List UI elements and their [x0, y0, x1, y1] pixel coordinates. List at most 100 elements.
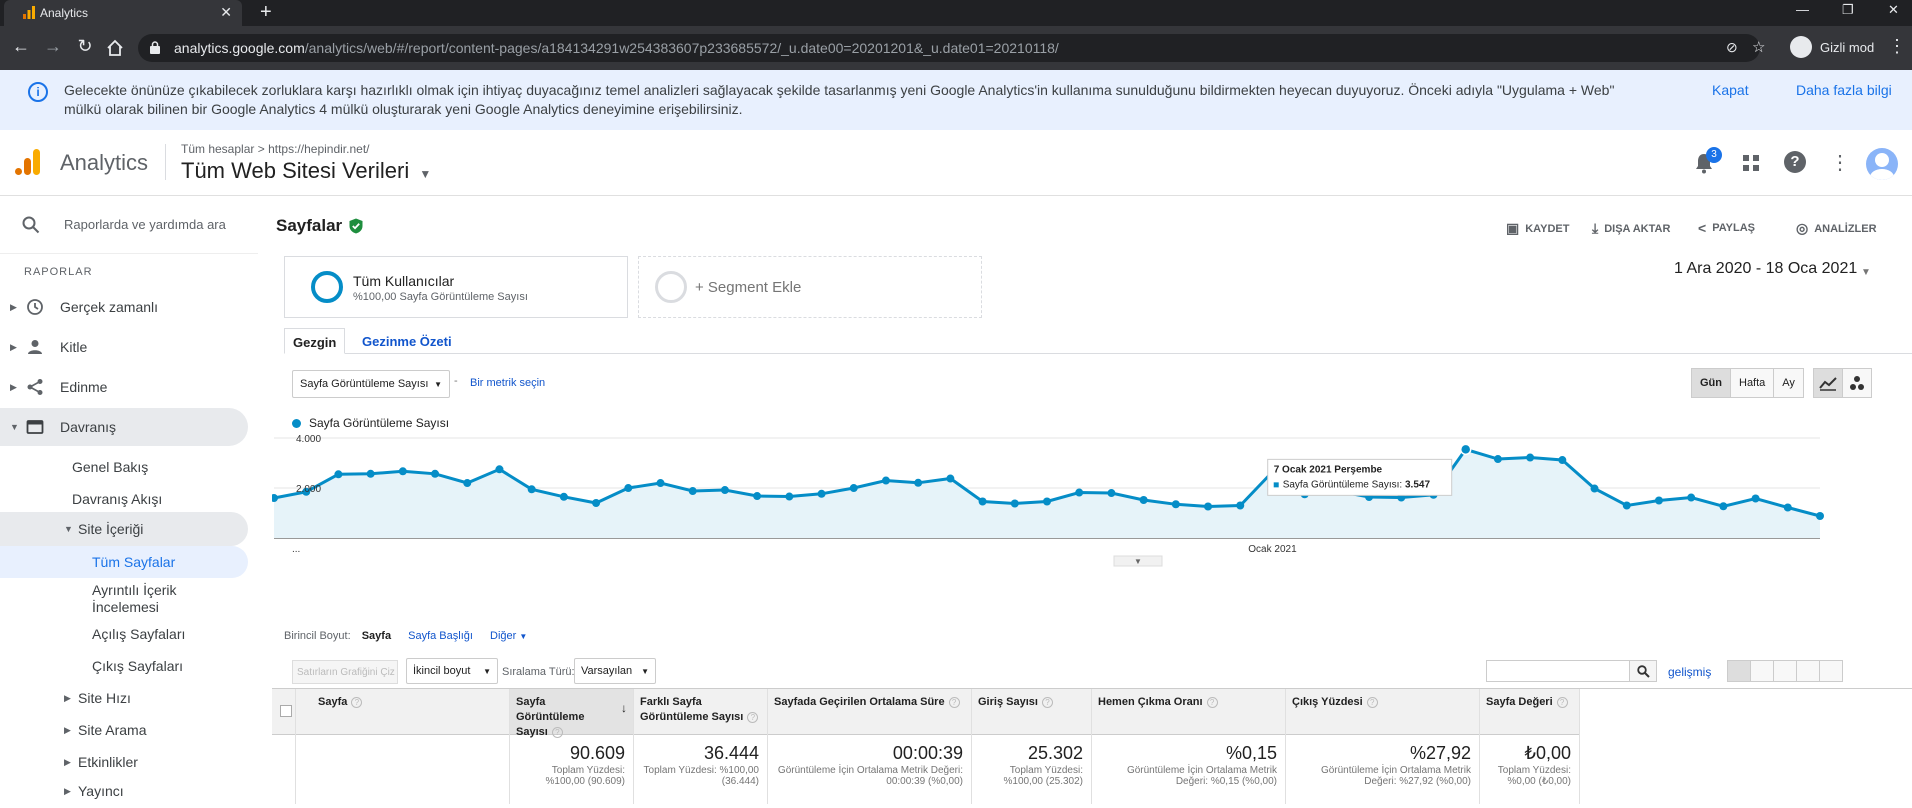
table-search-button[interactable] [1629, 660, 1657, 682]
help-question-icon[interactable]: ? [747, 711, 759, 723]
download-icon: ⤓ [1592, 220, 1599, 236]
minimize-icon[interactable]: — [1796, 2, 1809, 17]
data-table-view-icon[interactable] [1727, 660, 1751, 682]
segment-all-users[interactable]: Tüm Kullanıcılar %100,00 Sayfa Görüntüle… [284, 256, 628, 318]
browser-tab[interactable]: Analytics ✕ [4, 0, 242, 26]
column-header[interactable]: Sayfa Görüntüleme Sayısı? ↓ [510, 689, 633, 738]
column-header[interactable]: Çıkış Yüzdesi? [1286, 689, 1479, 735]
help-icon[interactable]: ? [1784, 151, 1806, 173]
secondary-dimension-select[interactable]: İkincil boyut ▼ [406, 658, 498, 684]
period-toggle: Gün Hafta Ay [1691, 368, 1804, 398]
sort-desc-icon[interactable]: ↓ [621, 701, 627, 715]
sidebar-item-exit-pages[interactable]: Çıkış Sayfaları [0, 650, 248, 682]
sidebar-item-events[interactable]: ▶ Etkinlikler [0, 746, 248, 778]
select-header [272, 689, 295, 735]
period-week-button[interactable]: Hafta [1730, 368, 1775, 398]
metric-select[interactable]: Sayfa Görüntüleme Sayısı ▼ [292, 370, 450, 398]
incognito-indicator[interactable]: Gizli mod [1790, 36, 1874, 58]
sidebar-item-behavior-flow[interactable]: Davranış Akışı [0, 480, 248, 518]
view-selector[interactable]: Tüm Web Sitesi Verileri ▼ [181, 158, 431, 184]
sidebar-item-site-speed[interactable]: ▶ Site Hızı [0, 682, 248, 714]
home-icon[interactable] [106, 39, 124, 57]
tab-close-icon[interactable]: ✕ [220, 4, 232, 20]
analytics-logo-icon[interactable] [14, 148, 42, 176]
page-views-chart[interactable]: 4.000 2.000... Ocak 2021 ▼ 7 Ocak 2021 Perşe… [272, 434, 1912, 694]
column-header[interactable]: Hemen Çıkma Oranı? [1092, 689, 1285, 735]
column-header[interactable]: Sayfa? [296, 689, 509, 735]
tab-navigation-summary[interactable]: Gezinme Özeti [362, 334, 452, 349]
banner-more-link[interactable]: Daha fazla bilgi [1796, 82, 1892, 98]
period-month-button[interactable]: Ay [1773, 368, 1804, 398]
column-header[interactable]: Giriş Sayısı? [972, 689, 1091, 735]
export-button[interactable]: ⤓ DIŞA AKTAR [1592, 220, 1670, 237]
address-bar[interactable]: analytics.google.com/analytics/web/#/rep… [138, 34, 1765, 62]
column-header[interactable]: Sayfa Değeri? [1480, 689, 1579, 735]
help-question-icon[interactable]: ? [1041, 696, 1053, 708]
advanced-filter-link[interactable]: gelişmiş [1668, 665, 1712, 679]
sort-type-select[interactable]: Varsayılan ▼ [574, 658, 656, 684]
second-metric-link[interactable]: Bir metrik seçin [470, 377, 546, 389]
browser-menu-icon[interactable]: ⋮ [1888, 36, 1906, 56]
restore-icon[interactable]: ❐ [1842, 2, 1854, 17]
breadcrumb[interactable]: Tüm hesaplar > https://hepindir.net/ [181, 142, 369, 156]
apps-grid-icon[interactable] [1742, 154, 1760, 172]
eye-off-icon[interactable]: ⊘ [1726, 39, 1738, 55]
column-header[interactable]: Farklı Sayfa Görüntüleme Sayısı? [634, 689, 767, 735]
save-button[interactable]: ▣ KAYDET [1506, 220, 1569, 237]
performance-view-icon[interactable] [1773, 660, 1797, 682]
back-icon[interactable]: ← [12, 36, 30, 56]
motion-chart-button[interactable] [1842, 368, 1872, 398]
reload-icon[interactable]: ↻ [77, 36, 93, 56]
sidebar-item-site-search[interactable]: ▶ Site Arama [0, 714, 248, 746]
sidebar-item-drilldown[interactable]: Ayrıntılı İçerik İncelemesi [0, 580, 248, 620]
line-chart-button[interactable] [1813, 368, 1843, 398]
period-day-button[interactable]: Gün [1691, 368, 1731, 398]
help-question-icon[interactable]: ? [551, 726, 563, 738]
column-total-sub: Görüntüleme İçin Ortalama Metrik Değeri:… [777, 765, 963, 787]
help-question-icon[interactable]: ? [1366, 696, 1378, 708]
dimension-page[interactable]: Sayfa [361, 630, 392, 642]
sidebar-item-audience[interactable]: ▶ Kitle [0, 328, 248, 366]
banner-close-link[interactable]: Kapat [1712, 82, 1749, 98]
sidebar-item-realtime[interactable]: ▶ Gerçek zamanlı [0, 288, 248, 326]
help-question-icon[interactable]: ? [1206, 696, 1218, 708]
sidebar-search[interactable]: Raporlarda ve yardımda ara [0, 196, 258, 254]
sidebar-item-acquisition[interactable]: ▶ Edinme [0, 368, 248, 406]
avatar[interactable] [1866, 148, 1898, 180]
forward-icon[interactable]: → [44, 36, 62, 56]
data-point [1590, 484, 1599, 493]
plot-rows-button[interactable]: Satırların Grafiğini Çiz [292, 660, 398, 684]
share-button[interactable]: < PAYLAŞ [1698, 220, 1755, 236]
data-point [495, 465, 504, 474]
sidebar-item-overview[interactable]: Genel Bakış [0, 448, 248, 486]
product-name: Analytics [60, 150, 149, 175]
help-question-icon[interactable]: ? [351, 696, 363, 708]
pie-view-icon[interactable] [1750, 660, 1774, 682]
date-caret-icon[interactable]: ▼ [1861, 267, 1871, 278]
dimension-page-title[interactable]: Sayfa Başlığı [408, 630, 473, 642]
help-question-icon[interactable]: ? [948, 696, 960, 708]
new-tab-icon[interactable]: + [260, 1, 272, 23]
table-search-input[interactable] [1486, 660, 1630, 682]
star-icon[interactable]: ☆ [1752, 39, 1766, 56]
sidebar-item-publisher[interactable]: ▶ Yayıncı [0, 778, 248, 804]
sidebar-item-all-pages[interactable]: Tüm Sayfalar [0, 546, 248, 578]
sidebar-item-site-content[interactable]: ▼ Site İçeriği [0, 512, 248, 546]
date-range-picker[interactable]: 1 Ara 2020 - 18 Oca 2021 [1674, 260, 1858, 277]
sidebar-item-behavior[interactable]: ▼ Davranış [0, 408, 248, 446]
insights-button[interactable]: ◎ ANALİZLER [1796, 220, 1877, 237]
sidebar-item-landing-pages[interactable]: Açılış Sayfaları [0, 618, 248, 650]
line-chart-icon [1819, 377, 1837, 391]
column-header[interactable]: Sayfada Geçirilen Ortalama Süre? [768, 689, 971, 735]
comparison-view-icon[interactable] [1796, 660, 1820, 682]
add-segment-button[interactable]: + Segment Ekle [638, 256, 982, 318]
dimension-other[interactable]: Diğer ▼ [490, 630, 527, 642]
help-question-icon[interactable]: ? [1556, 696, 1568, 708]
share-icon: < [1698, 220, 1707, 236]
term-cloud-view-icon[interactable] [1819, 660, 1843, 682]
window-close-icon[interactable]: ✕ [1888, 2, 1899, 17]
tab-explorer[interactable]: Gezgin [284, 328, 346, 354]
more-vert-icon[interactable]: ⋮ [1830, 152, 1850, 174]
select-all-checkbox[interactable] [280, 705, 292, 717]
data-point [624, 484, 633, 493]
